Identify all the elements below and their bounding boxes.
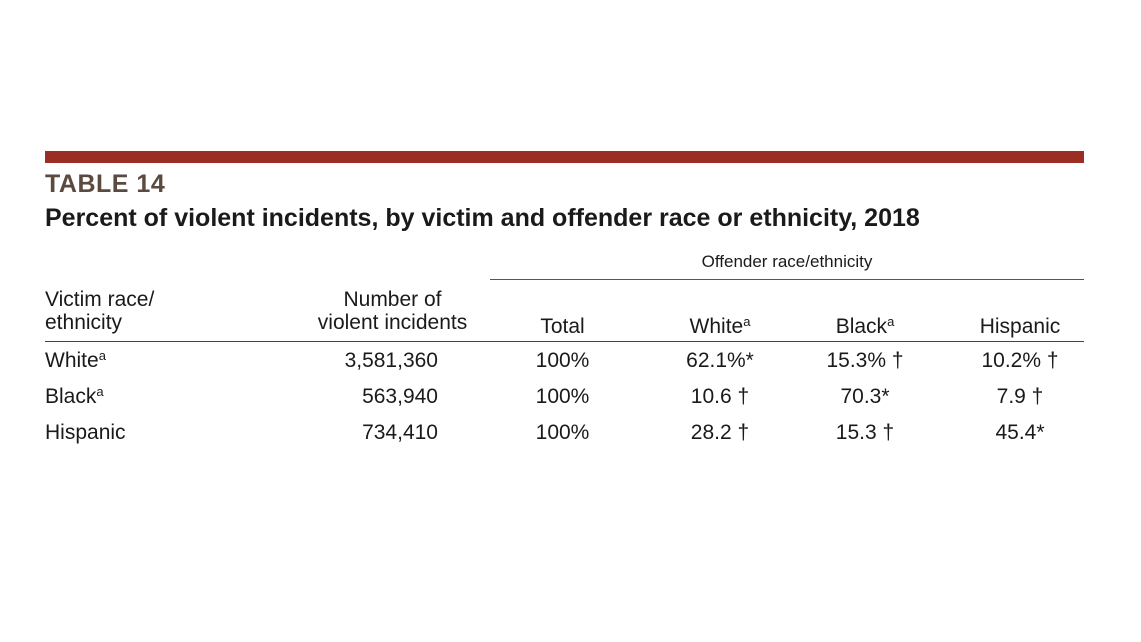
victim-cell: Hispanic bbox=[45, 415, 126, 451]
victim-cell: Blacka bbox=[45, 379, 104, 415]
victim-column-header: Victim race/ ethnicity bbox=[45, 288, 154, 334]
white-header-footnote: a bbox=[743, 314, 751, 329]
black-header-footnote: a bbox=[887, 314, 895, 329]
table-title: Percent of violent incidents, by victim … bbox=[45, 204, 920, 232]
table-row: Whitea 3,581,360 100% 62.1%* 15.3% † 10.… bbox=[0, 343, 1141, 379]
hispanic-cell: 10.2% † bbox=[981, 349, 1059, 372]
black-cell: 70.3* bbox=[840, 385, 890, 408]
table-label: TABLE 14 bbox=[45, 170, 166, 198]
number-header-line2: violent incidents bbox=[317, 311, 468, 334]
hispanic-column-header: Hispanic bbox=[979, 315, 1061, 338]
victim-footnote: a bbox=[96, 384, 104, 399]
victim-footnote: a bbox=[98, 348, 106, 363]
black-header-label: Black bbox=[835, 315, 888, 338]
white-header-label: White bbox=[689, 315, 744, 338]
number-column-header: Number of violent incidents bbox=[300, 288, 485, 334]
total-cell: 100% bbox=[535, 421, 590, 444]
victim-cell: Whitea bbox=[45, 343, 106, 379]
total-cell: 100% bbox=[535, 385, 590, 408]
hispanic-cell: 45.4* bbox=[995, 421, 1045, 444]
number-cell: 734,410 bbox=[362, 421, 438, 444]
table-row: Blacka 563,940 100% 10.6 † 70.3* 7.9 † bbox=[0, 379, 1141, 415]
number-cell: 563,940 bbox=[362, 385, 438, 408]
victim-label: White bbox=[45, 349, 99, 372]
victim-label: Black bbox=[45, 385, 97, 408]
accent-bar bbox=[45, 151, 1084, 163]
victim-header-line2: ethnicity bbox=[45, 311, 123, 334]
white-cell: 10.6 † bbox=[690, 385, 750, 408]
hispanic-cell: 7.9 † bbox=[996, 385, 1044, 408]
victim-header-line1: Victim race/ bbox=[45, 288, 155, 311]
number-cell: 3,581,360 bbox=[344, 349, 438, 372]
number-header-line1: Number of bbox=[343, 288, 442, 311]
black-cell: 15.3 † bbox=[835, 421, 895, 444]
total-cell: 100% bbox=[535, 349, 590, 372]
table-row: Hispanic 734,410 100% 28.2 † 15.3 † 45.4… bbox=[0, 415, 1141, 451]
spanner-rule bbox=[490, 279, 1084, 280]
black-cell: 15.3% † bbox=[826, 349, 904, 372]
header-rule bbox=[45, 341, 1084, 342]
offender-spanner-header: Offender race/ethnicity bbox=[701, 252, 873, 271]
white-cell: 28.2 † bbox=[690, 421, 750, 444]
white-cell: 62.1%* bbox=[686, 349, 754, 372]
white-column-header: Whitea bbox=[665, 315, 775, 338]
black-column-header: Blacka bbox=[810, 315, 920, 338]
total-column-header: Total bbox=[540, 315, 585, 338]
victim-label: Hispanic bbox=[45, 421, 126, 444]
